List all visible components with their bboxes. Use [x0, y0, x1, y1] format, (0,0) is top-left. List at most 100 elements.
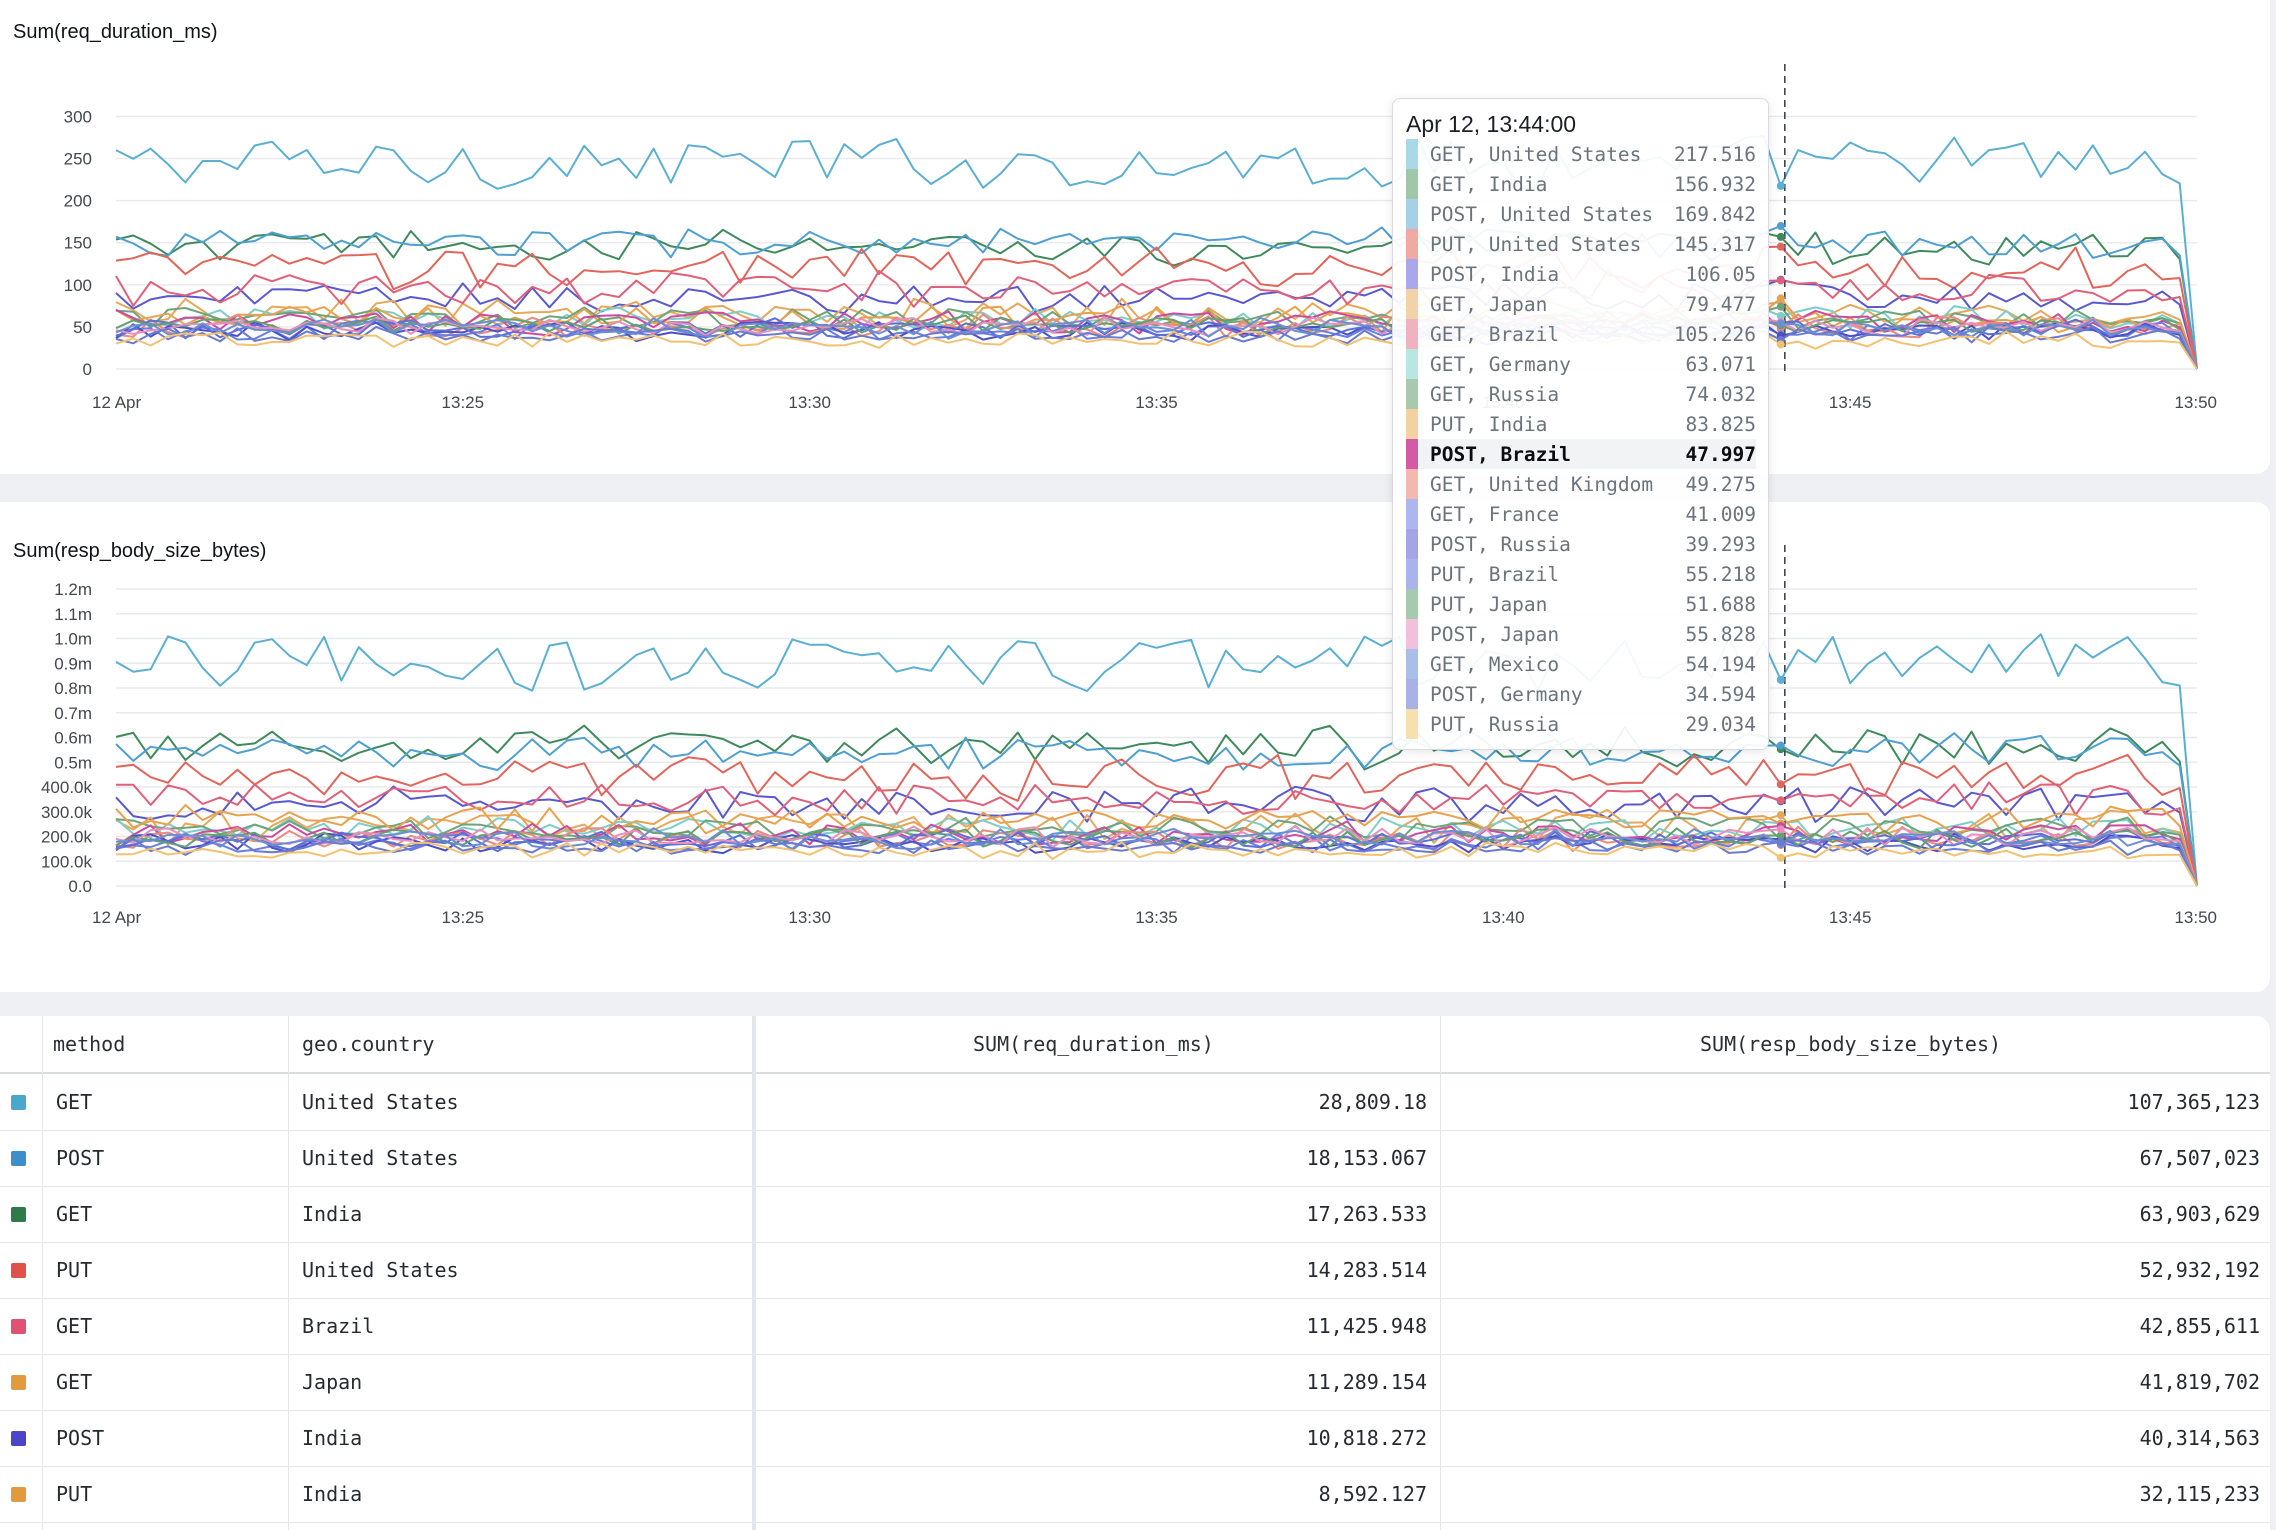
cell-method: GET [56, 1370, 93, 1394]
tooltip-series-label: GET, India [1430, 172, 1548, 196]
series-color-swatch [11, 1431, 26, 1446]
series-line [115, 321, 2198, 370]
y-tick-label: 300.0k [41, 803, 93, 822]
column-header-country[interactable]: geo.country [302, 1032, 435, 1056]
hover-point [1776, 294, 1785, 303]
y-tick-label: 1.1m [54, 605, 92, 624]
x-tick-label: 13:25 [442, 908, 485, 927]
y-tick-label: 300 [64, 107, 92, 126]
series-line [116, 781, 2198, 887]
series-color-swatch [11, 1375, 26, 1390]
x-tick-label: 13:25 [442, 393, 485, 412]
x-tick-label: 12 Apr [92, 393, 141, 412]
cell-method: GET [56, 1202, 93, 1226]
tooltip-row: PUT, United States 145.317 [1406, 229, 1756, 259]
y-tick-label: 200 [64, 192, 92, 211]
hover-point [1776, 232, 1785, 241]
y-tick-label: 100 [64, 276, 92, 295]
tooltip-series-label: POST, Germany [1430, 682, 1583, 706]
hover-point [1776, 838, 1785, 847]
tooltip-series-label: PUT, India [1430, 412, 1548, 436]
tooltip-series-value: 83.825 [1685, 412, 1756, 436]
cell-country: Japan [302, 1370, 363, 1394]
tooltip-row: POST, Germany 34.594 [1406, 679, 1756, 709]
series-lines [115, 633, 2198, 887]
tooltip-series-label: GET, Japan [1430, 292, 1548, 316]
tooltip-series-value: 55.218 [1685, 562, 1756, 586]
y-tick-label: 0.6m [54, 729, 92, 748]
x-tick-label: 12 Apr [92, 908, 141, 927]
series-line [115, 225, 2198, 370]
cell-req-duration: 17,263.533 [1306, 1202, 1427, 1226]
y-tick-label: 250 [64, 150, 92, 169]
x-tick-label: 13:50 [2174, 908, 2217, 927]
tooltip-swatch [1406, 319, 1418, 349]
tooltip-series-value: 55.828 [1685, 622, 1756, 646]
cell-req-duration: 11,425.948 [1306, 1314, 1427, 1338]
tooltip-swatch [1406, 439, 1418, 469]
table-row[interactable]: PUT United States 14,283.514 52,932,192 [0, 1242, 2270, 1299]
tooltip-series-label: GET, Germany [1430, 352, 1571, 376]
tooltip-series-value: 79.477 [1685, 292, 1756, 316]
series-line [115, 841, 2198, 887]
column-header-method[interactable]: method [53, 1032, 126, 1056]
series-line [115, 245, 2198, 370]
tooltip-series-value: 39.293 [1685, 532, 1756, 556]
tooltip-series-label: PUT, Russia [1430, 712, 1560, 736]
hover-point [1776, 181, 1785, 190]
tooltip-series-value: 105.226 [1673, 322, 1756, 346]
tooltip-swatch [1406, 289, 1418, 319]
column-divider [42, 1016, 43, 1530]
cell-req-duration: 10,818.272 [1306, 1426, 1427, 1450]
table-row[interactable]: PUT India 8,592.127 32,115,233 [0, 1466, 2270, 1523]
tooltip-swatch [1406, 259, 1418, 289]
tooltip-series-label: GET, Russia [1430, 382, 1560, 406]
table-row[interactable]: GET Japan 11,289.154 41,819,702 [0, 1354, 2270, 1411]
cell-req-duration: 28,809.18 [1318, 1090, 1427, 1114]
duration-chart[interactable]: 0 50 100 150 200 250 300 12 Apr 13:25 13:30 13:35 1… [0, 0, 2270, 474]
tooltip-row: GET, France 41.009 [1406, 499, 1756, 529]
tooltip-swatch [1406, 349, 1418, 379]
tooltip-row: POST, India 106.05 [1406, 259, 1756, 289]
y-tick-label: 100.0k [41, 852, 93, 871]
column-header-req-duration[interactable]: SUM(req_duration_ms) [973, 1032, 1214, 1056]
hover-point [1776, 825, 1785, 834]
table-row[interactable]: GET India 17,263.533 63,903,629 [0, 1186, 2270, 1243]
series-line [115, 815, 2198, 887]
table-row[interactable]: POST India 10,818.272 40,314,563 [0, 1410, 2270, 1467]
results-table: method geo.country SUM(req_duration_ms) … [0, 1016, 2270, 1530]
cell-method: PUT [56, 1258, 93, 1282]
x-tick-label: 13:30 [788, 908, 831, 927]
series-lines [115, 135, 2198, 370]
table-row[interactable]: POST United States 18,153.067 67,507,023 [0, 1130, 2270, 1187]
tooltip-series-label: GET, Brazil [1430, 322, 1560, 346]
tooltip-swatch [1406, 409, 1418, 439]
series-color-swatch [11, 1263, 26, 1278]
tooltip-series-label: GET, United Kingdom [1430, 472, 1654, 496]
y-tick-label: 200.0k [41, 828, 93, 847]
x-tick-label: 13:35 [1135, 908, 1178, 927]
column-header-resp-body-size[interactable]: SUM(resp_body_size_bytes) [1700, 1032, 2002, 1056]
table-row[interactable]: GET Brazil 11,425.948 42,855,611 [0, 1298, 2270, 1355]
cell-resp-body-size: 40,314,563 [2139, 1426, 2260, 1450]
tooltip-series-label: PUT, Japan [1430, 592, 1548, 616]
cell-req-duration: 11,289.154 [1306, 1370, 1427, 1394]
tooltip-series-value: 54.194 [1685, 652, 1756, 676]
series-line [115, 732, 2198, 887]
table-row[interactable]: GET United States 28,809.18 107,365,123 [0, 1074, 2270, 1131]
tooltip-row: GET, Mexico 54.194 [1406, 649, 1756, 679]
hover-tooltip: Apr 12, 13:44:00 GET, United States 217.5… [1392, 98, 1769, 750]
tooltip-row: GET, United Kingdom 49.275 [1406, 469, 1756, 499]
cell-method: PUT [56, 1482, 93, 1506]
tooltip-swatch [1406, 139, 1418, 169]
cell-resp-body-size: 107,365,123 [2127, 1090, 2260, 1114]
tooltip-row: POST, Brazil 47.997 [1406, 439, 1756, 469]
x-tick-label: 13:30 [788, 393, 831, 412]
tooltip-row: GET, Russia 74.032 [1406, 379, 1756, 409]
y-tick-label: 1.2m [54, 580, 92, 599]
cell-country: India [302, 1426, 363, 1450]
tooltip-row: POST, Russia 39.293 [1406, 529, 1756, 559]
cell-resp-body-size: 32,115,233 [2139, 1482, 2260, 1506]
column-divider[interactable] [752, 1016, 756, 1530]
body-size-chart[interactable]: 0.0 100.0k 200.0k 300.0k 400.0k 0.5m 0.6m 0.7m 0… [0, 502, 2270, 992]
